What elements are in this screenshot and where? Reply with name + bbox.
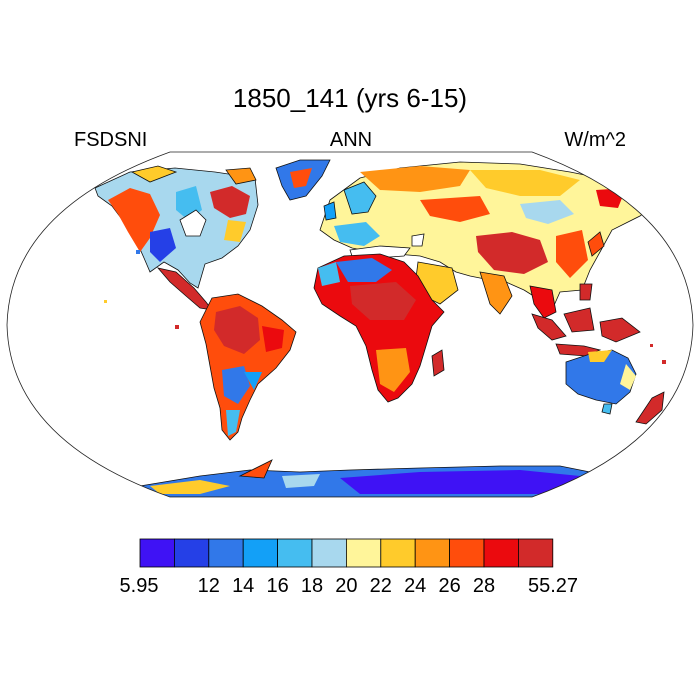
- map-border: [6, 151, 694, 498]
- colorbar-tick-label: 24: [404, 575, 426, 597]
- colorbar-swatch: [311, 538, 347, 568]
- season-label: ANN: [330, 129, 372, 151]
- colorbar-tick-label: 26: [438, 575, 460, 597]
- eurasia: [319, 161, 661, 319]
- australia: [565, 349, 665, 425]
- colorbar-swatch: [449, 538, 485, 568]
- colorbar-tick-label: 18: [301, 575, 323, 597]
- colorbar-swatch: [208, 538, 244, 568]
- colorbar-tick-label: 55.27: [528, 575, 578, 597]
- north-america: [94, 159, 331, 311]
- africa: [313, 253, 445, 403]
- colorbar: [139, 538, 554, 568]
- variable-label: FSDSNI: [74, 129, 147, 151]
- colorbar-swatch: [380, 538, 416, 568]
- colorbar-tick-label: 12: [198, 575, 220, 597]
- colorbar-swatch: [242, 538, 278, 568]
- colorbar-swatch: [345, 538, 382, 568]
- colorbar-swatch: [139, 538, 175, 568]
- colorbar-tick-label: 20: [335, 575, 357, 597]
- colorbar-swatch: [518, 538, 554, 568]
- colorbar-swatch: [414, 538, 451, 568]
- small-islands: [104, 250, 666, 364]
- map-area: [7, 152, 693, 497]
- south-america: [199, 293, 297, 441]
- colorbar-tick-label: 16: [266, 575, 288, 597]
- antarctica: [129, 459, 631, 497]
- colorbar-swatch: [277, 538, 313, 568]
- map-title: 1850_141 (yrs 6-15): [233, 83, 467, 113]
- colorbar-labels: 5.95 12 14 16 18 20 22 24 26 28 55.27: [120, 575, 579, 597]
- colorbar-tick-label: 28: [473, 575, 495, 597]
- colorbar-swatch: [483, 538, 519, 568]
- colorbar-tick-label: 14: [232, 575, 254, 597]
- colorbar-tick-label: 5.95: [120, 575, 159, 597]
- colorbar-tick-label: 22: [370, 575, 392, 597]
- units-label: W/m^2: [564, 129, 626, 151]
- colorbar-swatch: [173, 538, 210, 568]
